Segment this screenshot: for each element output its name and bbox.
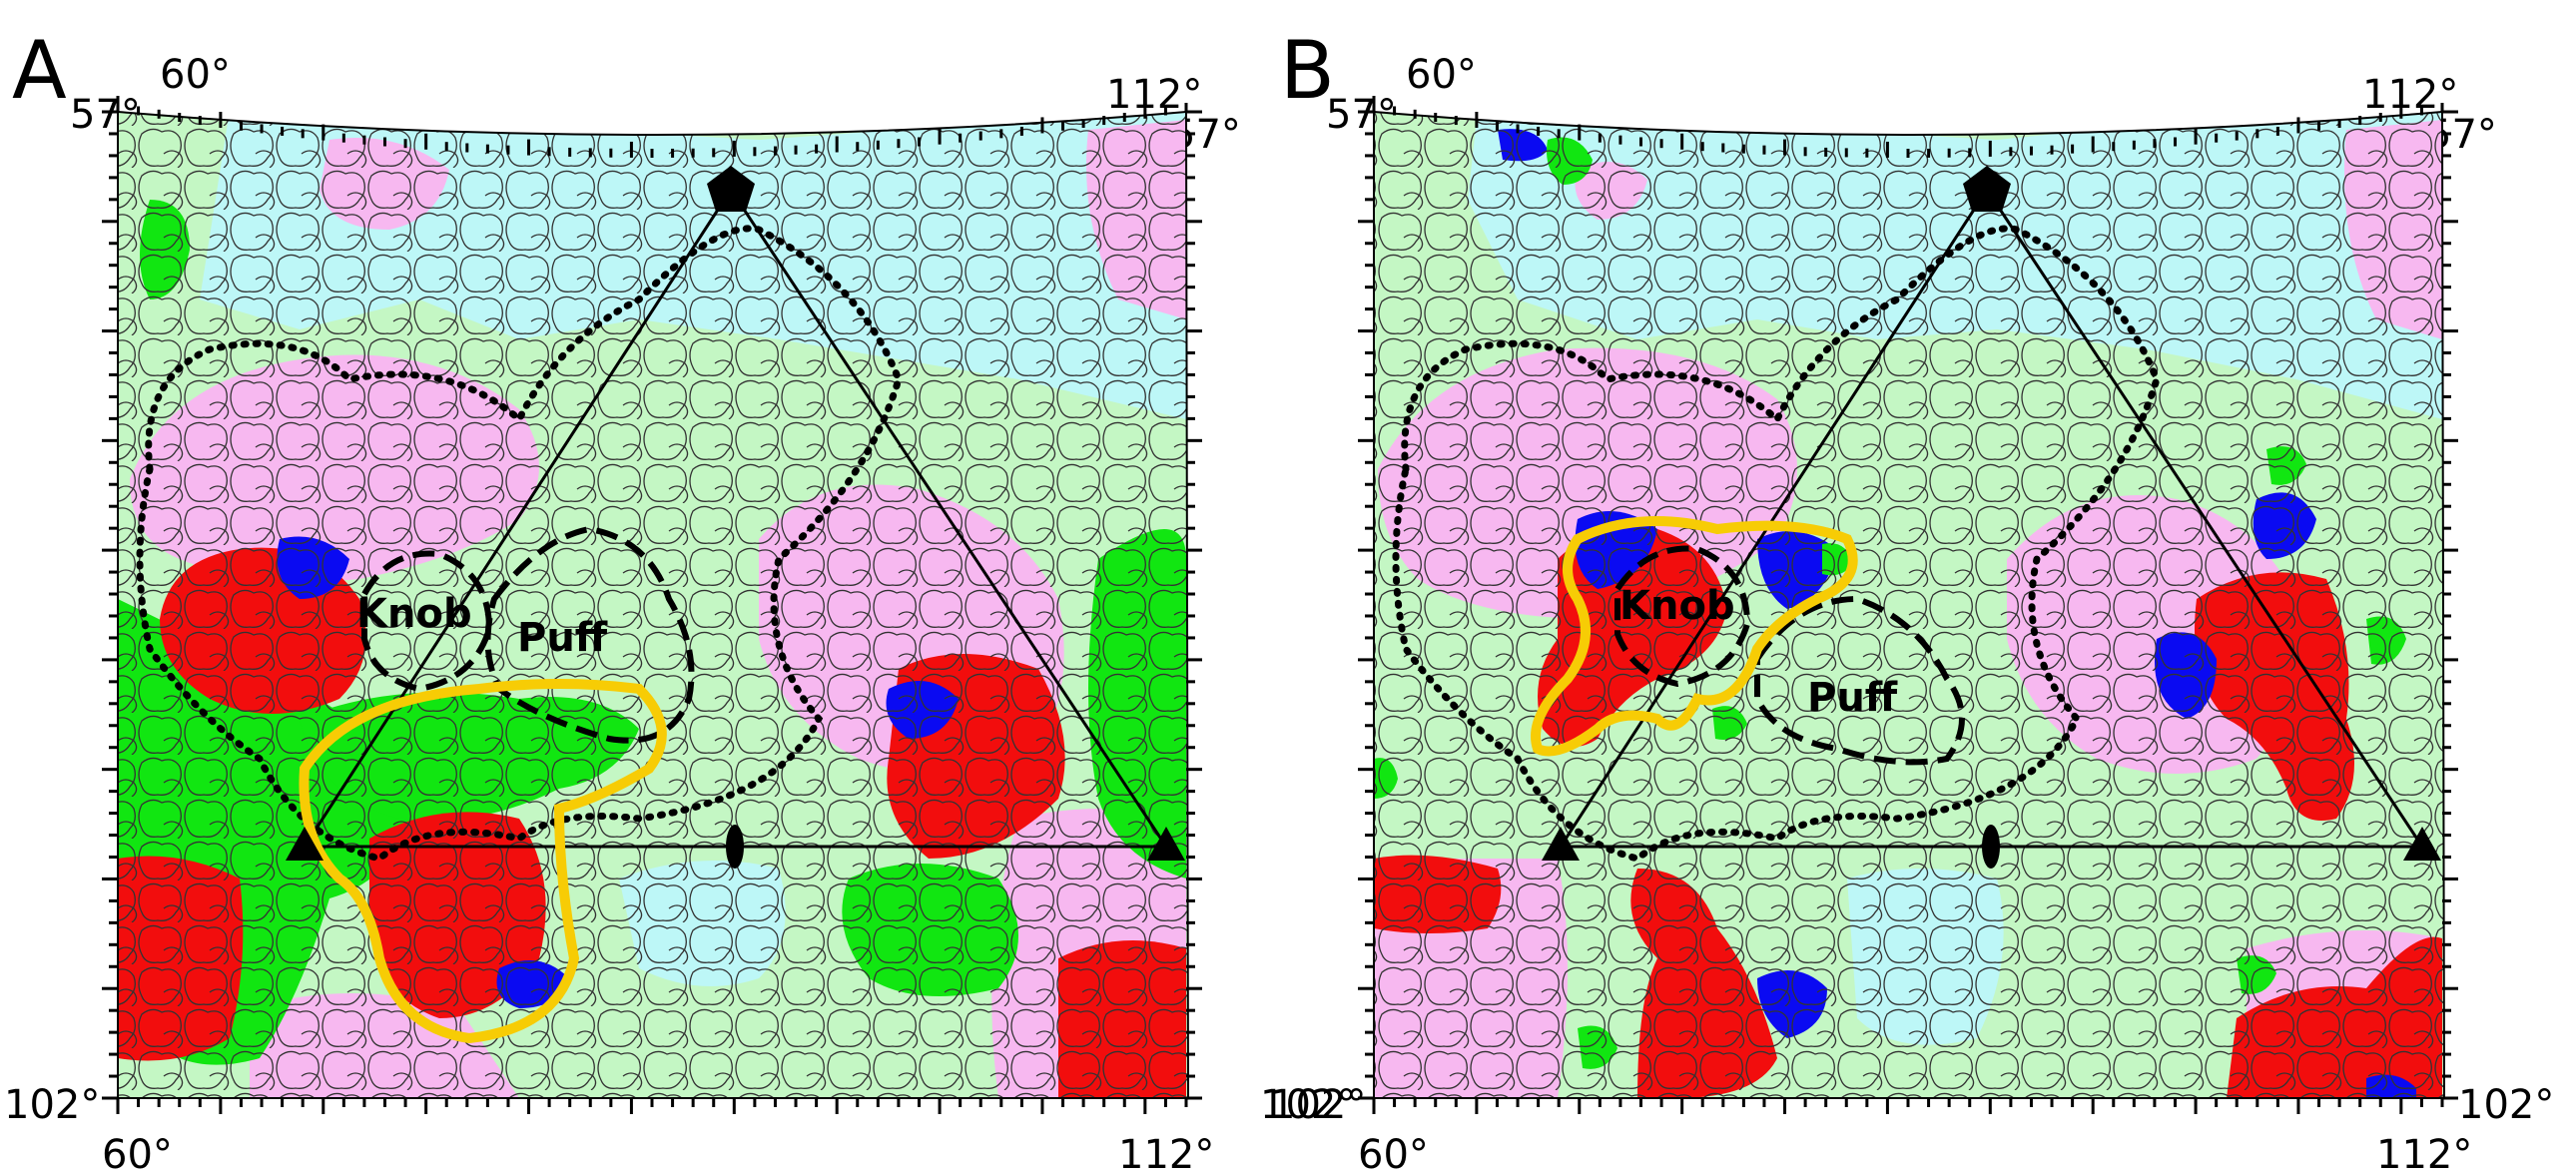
pentagon-symbol (1963, 166, 2011, 212)
bottom-right-lon-label: 112° (2376, 1132, 2472, 1175)
cell-map (1374, 112, 2444, 1098)
knob-outline (1614, 545, 1751, 688)
triangle-symbol-right (1147, 827, 1185, 861)
dotted-region-outline (136, 225, 903, 863)
yellow-outline (299, 679, 667, 1044)
ellipse-symbol (726, 825, 744, 869)
triangle-symbol-right (2403, 827, 2441, 861)
ellipse-symbol (1982, 825, 2000, 869)
axis-ticks (102, 96, 1202, 1114)
puff-label: Puff (517, 615, 608, 661)
bottom-right-lon-label: 112° (1118, 1132, 1214, 1175)
panel-label: A (12, 24, 67, 117)
bottom-left-lat-label: 102° (1260, 1082, 1356, 1128)
knob-outline (361, 550, 493, 693)
puff-outline (1754, 595, 1965, 766)
bottom-right-lat-label: 102° (2458, 1082, 2554, 1128)
knob-label: Knob (1619, 583, 1735, 629)
puff-label: Puff (1807, 675, 1898, 721)
top-left-lon-label: 60° (1406, 52, 1477, 98)
panel-label: B (1280, 24, 1335, 117)
triangle-symbol-left (1542, 827, 1580, 861)
knob-label: Knob (356, 591, 472, 637)
bottom-left-lat-label: 102° (4, 1082, 100, 1128)
top-left-lon-label: 60° (160, 52, 231, 98)
dotted-region-outline (1392, 225, 2161, 863)
panel-b: B 60° 57° 112° 57° 102° 60° 102° 112° (1260, 24, 2554, 1175)
panel-a: A 60° 57° 112° 57° 102° 60° 102° 112° (4, 24, 1366, 1175)
yellow-outline (1531, 516, 1858, 757)
bottom-left-lon-label: 60° (1358, 1132, 1429, 1175)
triangle-symbol-left (286, 827, 323, 861)
bottom-left-lon-label: 60° (102, 1132, 173, 1175)
pentagon-symbol (707, 166, 755, 212)
bottom-right-lat-label: 102° (1270, 1082, 1366, 1128)
cell-map (118, 112, 1188, 1098)
axis-ticks (1358, 96, 2458, 1114)
